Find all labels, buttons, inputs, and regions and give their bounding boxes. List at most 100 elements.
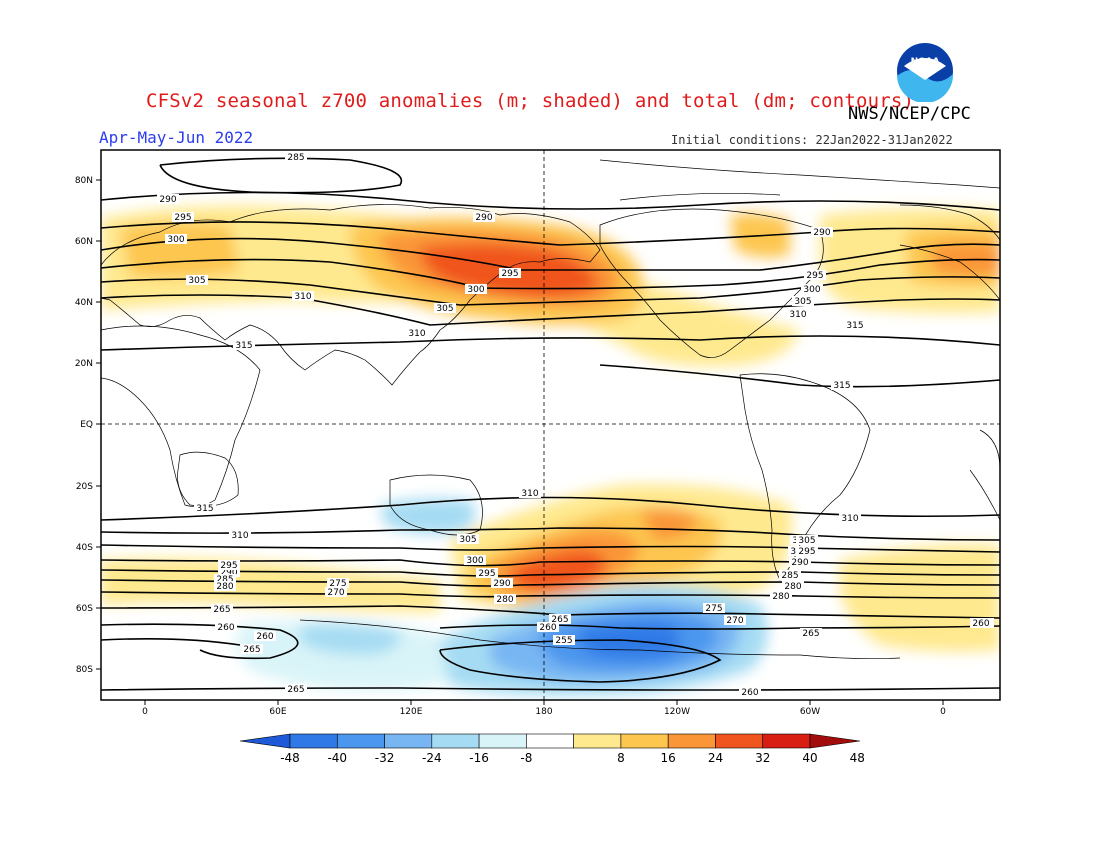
contour-label: 270: [325, 587, 347, 598]
contour-label: 295: [796, 546, 818, 557]
svg-text:305: 305: [459, 535, 476, 545]
lon-tick-label: 0: [142, 707, 148, 717]
svg-text:275: 275: [329, 579, 346, 589]
svg-text:285: 285: [287, 153, 304, 163]
svg-text:270: 270: [327, 588, 344, 598]
lat-tick-label: 60S: [76, 604, 93, 614]
contour-label: 260: [537, 622, 559, 633]
noaa-logo-icon: NOAA: [895, 41, 955, 102]
contour-label: 290: [491, 578, 513, 589]
contour-label: 295: [499, 268, 521, 279]
contour-label: 275: [327, 578, 349, 589]
colorbar: -48 -40 -32 -24 -16 -8 8 16 24 32 40 48: [239, 733, 865, 765]
colorbar-label: -40: [327, 751, 347, 765]
svg-text:300: 300: [803, 285, 820, 295]
season-label: Apr-May-Jun 2022: [99, 128, 254, 147]
colorbar-arrow-high: [809, 733, 861, 749]
svg-text:295: 295: [220, 561, 237, 571]
svg-text:260: 260: [539, 623, 556, 633]
anomaly-shading: [101, 205, 1000, 696]
contour-label: 305: [434, 303, 456, 314]
lon-tick-label: 0: [940, 707, 946, 717]
contour-label: 255: [553, 635, 575, 646]
colorbar-box: [620, 733, 669, 749]
longitude-axis: 0 60E 120E 180 120W 60W 0: [142, 700, 946, 717]
contour-label: 310: [839, 513, 861, 524]
colorbar-label: -24: [422, 751, 442, 765]
logo-text: NOAA: [911, 57, 940, 67]
svg-text:295: 295: [478, 569, 495, 579]
colorbar-box: [384, 733, 433, 749]
contour-label: 305: [796, 535, 818, 546]
contour-label: 305: [792, 296, 814, 307]
svg-text:280: 280: [784, 582, 801, 592]
lon-tick-label: 60W: [800, 707, 820, 717]
contour-label: 315: [831, 380, 853, 391]
contour-label: 260: [739, 687, 761, 698]
svg-text:255: 255: [555, 636, 572, 646]
svg-text:260: 260: [217, 623, 234, 633]
colorbar-label: 8: [617, 751, 625, 765]
contour-label: 305: [457, 534, 479, 545]
svg-text:315: 315: [833, 381, 850, 391]
lon-tick-label: 60E: [269, 707, 286, 717]
colorbar-arrow-low: [239, 733, 291, 749]
colorbar-box: [667, 733, 716, 749]
svg-text:310: 310: [521, 489, 538, 499]
contour-labels: 2852902953003053103152902953003053102902…: [157, 152, 994, 698]
contour-label: 295: [804, 270, 826, 281]
contour-label: 290: [811, 227, 833, 238]
svg-text:265: 265: [287, 685, 304, 695]
svg-text:280: 280: [496, 595, 513, 605]
svg-text:300: 300: [167, 235, 184, 245]
lat-tick-label: 20S: [76, 482, 93, 492]
svg-text:300: 300: [466, 556, 483, 566]
lon-tick-label: 120E: [400, 707, 423, 717]
svg-text:300: 300: [467, 285, 484, 295]
lat-tick-label: 40S: [76, 543, 93, 553]
contour-label: 300: [465, 284, 487, 295]
svg-text:305: 305: [188, 276, 205, 286]
colorbar-box: [715, 733, 764, 749]
initial-conditions-label: Initial conditions: 22Jan2022-31Jan2022: [671, 133, 953, 147]
contour-label: 265: [800, 628, 822, 639]
svg-text:290: 290: [475, 213, 492, 223]
svg-text:295: 295: [806, 271, 823, 281]
latitude-axis: 80N 60N 40N 20N EQ 20S 40S 60S 80S: [75, 176, 101, 675]
svg-text:275: 275: [705, 604, 722, 614]
svg-text:310: 310: [789, 310, 806, 320]
svg-text:310: 310: [294, 292, 311, 302]
svg-text:295: 295: [501, 269, 518, 279]
colorbar-box: [431, 733, 480, 749]
lon-tick-label: 120W: [664, 707, 690, 717]
colorbar-label: 48: [850, 751, 865, 765]
svg-text:285: 285: [216, 575, 233, 585]
svg-text:310: 310: [231, 531, 248, 541]
contour-label: 260: [215, 622, 237, 633]
contour-label: 285: [214, 574, 236, 585]
contour-label: 305: [186, 275, 208, 286]
colorbar-label: -8: [520, 751, 532, 765]
contour-label: 295: [172, 212, 194, 223]
colorbar-label: -48: [280, 751, 300, 765]
grid-guides: [101, 150, 1000, 700]
contour-label: 300: [464, 555, 486, 566]
contour-label: 280: [782, 581, 804, 592]
svg-text:305: 305: [798, 536, 815, 546]
contour-label: 265: [285, 684, 307, 695]
contour-label: 265: [241, 644, 263, 655]
contour-label: 300: [165, 234, 187, 245]
lat-tick-label: 80N: [75, 176, 93, 186]
svg-text:285: 285: [781, 571, 798, 581]
svg-text:315: 315: [846, 321, 863, 331]
svg-text:315: 315: [235, 341, 252, 351]
colorbar-box: [336, 733, 385, 749]
map-title: CFSv2 seasonal z700 anomalies (m; shaded…: [146, 90, 915, 112]
svg-text:280: 280: [216, 582, 233, 592]
contour-label: 285: [779, 570, 801, 581]
colorbar-box: [762, 733, 811, 749]
contour-label: 260: [970, 618, 992, 629]
colorbar-label: 16: [661, 751, 676, 765]
svg-text:265: 265: [243, 645, 260, 655]
lat-tick-label: EQ: [80, 420, 93, 430]
